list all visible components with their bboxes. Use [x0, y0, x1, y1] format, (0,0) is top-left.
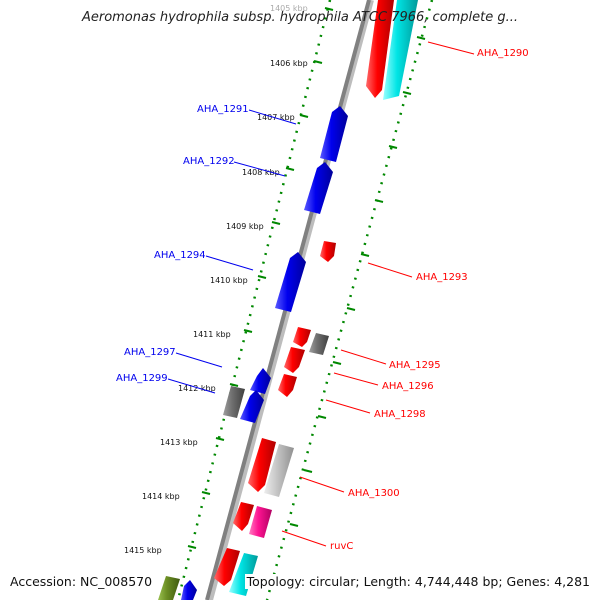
forward-features	[214, 0, 418, 596]
kbp-ticks: 1405 kbp 1406 kbp 1407 kbp 1408 kbp 1409…	[124, 4, 334, 555]
forward-ticks	[289, 36, 426, 527]
gene-label-aha-1300[interactable]: AHA_1300	[348, 488, 400, 499]
gene-label-aha-1295[interactable]: AHA_1295	[389, 360, 441, 371]
feature-gray-1299	[223, 386, 245, 418]
tick-mark	[257, 275, 267, 279]
feature-gray-1295	[309, 333, 329, 355]
tick-mark	[187, 545, 197, 549]
feature-aha-1291	[320, 106, 348, 162]
feature-ruvc	[249, 506, 272, 538]
reverse-tick-track	[176, 0, 332, 600]
tick-label: 1413 kbp	[160, 438, 198, 447]
feature-aha-1290	[366, 0, 394, 98]
tick-label: 1414 kbp	[142, 492, 180, 501]
feature-olive-bottom	[158, 576, 180, 600]
feature-lightgray-1300	[264, 444, 294, 497]
feature-aha-1295	[293, 327, 311, 347]
gene-label-ruvc[interactable]: ruvC	[330, 541, 353, 552]
tick-mark	[324, 7, 334, 11]
tick-mark	[299, 114, 309, 118]
feature-blue-bottom	[181, 580, 197, 600]
tick-label: 1410 kbp	[210, 276, 248, 285]
gene-label-aha-1294[interactable]: AHA_1294	[154, 250, 206, 261]
tick-label: 1415 kbp	[124, 546, 162, 555]
feature-red-bottom	[214, 548, 240, 586]
feature-aha-1292	[304, 162, 333, 214]
forward-labels: AHA_1290 AHA_1293 AHA_1295 AHA_1296 AHA_…	[281, 41, 529, 552]
map-title: Aeromonas hydrophila subsp. hydrophila A…	[81, 10, 519, 25]
tick-label: 1409 kbp	[226, 222, 264, 231]
tick-label: 1412 kbp	[178, 384, 216, 393]
feature-aha-1298	[278, 374, 297, 397]
accession-label: Accession: NC_008570	[8, 574, 155, 589]
feature-aha-1296	[284, 347, 305, 373]
tick-mark	[285, 167, 295, 171]
tick-label: 1405 kbp	[270, 4, 308, 13]
gene-label-aha-1296[interactable]: AHA_1296	[382, 381, 434, 392]
feature-aha-1293	[320, 241, 336, 262]
genome-stats: Topology: circular; Length: 4,744,448 bp…	[244, 574, 592, 589]
tick-label: 1408 kbp	[242, 168, 280, 177]
feature-cyan-1290	[383, 0, 418, 100]
gene-label-aha-1297[interactable]: AHA_1297	[124, 347, 176, 358]
tick-label: 1406 kbp	[270, 59, 308, 68]
gene-label-aha-1291[interactable]: AHA_1291	[197, 104, 249, 115]
tick-label: 1411 kbp	[193, 330, 231, 339]
tick-mark	[229, 383, 239, 387]
feature-cyan-bottom	[229, 553, 258, 596]
feature-red-ruvc-left	[233, 502, 254, 531]
gene-label-aha-1298[interactable]: AHA_1298	[374, 409, 426, 420]
tick-mark	[243, 329, 253, 333]
gene-label-aha-1292[interactable]: AHA_1292	[183, 156, 235, 167]
tick-mark	[271, 221, 281, 225]
gene-label-aha-1299[interactable]: AHA_1299	[116, 373, 168, 384]
reverse-features	[158, 106, 348, 600]
tick-mark	[201, 491, 211, 495]
feature-aha-1299	[240, 390, 264, 423]
gene-label-aha-1290[interactable]: AHA_1290	[477, 48, 529, 59]
tick-mark	[215, 437, 225, 441]
feature-aha-1294	[275, 252, 306, 312]
feature-aha-1297	[250, 368, 271, 394]
tick-mark	[313, 60, 323, 64]
reverse-labels: AHA_1291 AHA_1292 AHA_1294 AHA_1297 AHA_…	[116, 104, 297, 394]
gene-label-aha-1293[interactable]: AHA_1293	[416, 272, 468, 283]
feature-aha-1300	[248, 438, 276, 492]
